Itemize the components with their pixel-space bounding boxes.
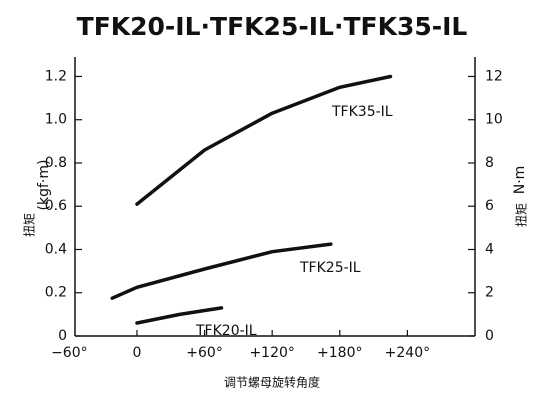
y2-tick-label: 10 bbox=[485, 112, 503, 128]
series-label: TFK20-IL bbox=[195, 323, 257, 339]
x-tick-label: −60° bbox=[51, 345, 88, 361]
x-axis-label: 调节螺母旋转角度 bbox=[224, 375, 320, 390]
y2-tick-label: 12 bbox=[485, 68, 503, 84]
series-line bbox=[135, 306, 224, 325]
y2-tick-label: 0 bbox=[485, 328, 494, 344]
y-tick-label: 1.0 bbox=[45, 112, 67, 128]
series-line bbox=[110, 242, 333, 300]
series-line bbox=[135, 74, 393, 206]
y-tick-label: 0.2 bbox=[45, 285, 67, 301]
series-label: TFK35-IL bbox=[331, 104, 393, 120]
y-tick-label: 0.6 bbox=[45, 198, 67, 214]
y2-tick-label: 4 bbox=[485, 241, 494, 257]
x-tick-label: +120° bbox=[249, 345, 294, 361]
y-axis-unit: (kgf·m) bbox=[36, 160, 52, 211]
y-tick-label: 0.8 bbox=[45, 155, 67, 171]
x-tick-label: +60° bbox=[186, 345, 223, 361]
x-tick-label: +240° bbox=[385, 345, 430, 361]
x-tick-label: 0 bbox=[133, 345, 142, 361]
chart-title: TFK20-IL·TFK25-IL·TFK35-IL bbox=[77, 12, 468, 41]
series-label: TFK25-IL bbox=[299, 260, 361, 276]
y2-tick-label: 2 bbox=[485, 285, 494, 301]
y-tick-label: 0 bbox=[58, 328, 67, 344]
y2-tick-label: 6 bbox=[485, 198, 494, 214]
y2-axis-label: 扭矩 bbox=[515, 203, 529, 227]
y-tick-label: 0.4 bbox=[45, 241, 67, 257]
y-tick-label: 1.2 bbox=[45, 68, 67, 84]
y-axis-label: 扭矩 bbox=[23, 213, 37, 237]
y2-tick-label: 8 bbox=[485, 155, 494, 171]
x-tick-label: +180° bbox=[317, 345, 362, 361]
y2-axis-unit: N·m bbox=[512, 166, 528, 195]
